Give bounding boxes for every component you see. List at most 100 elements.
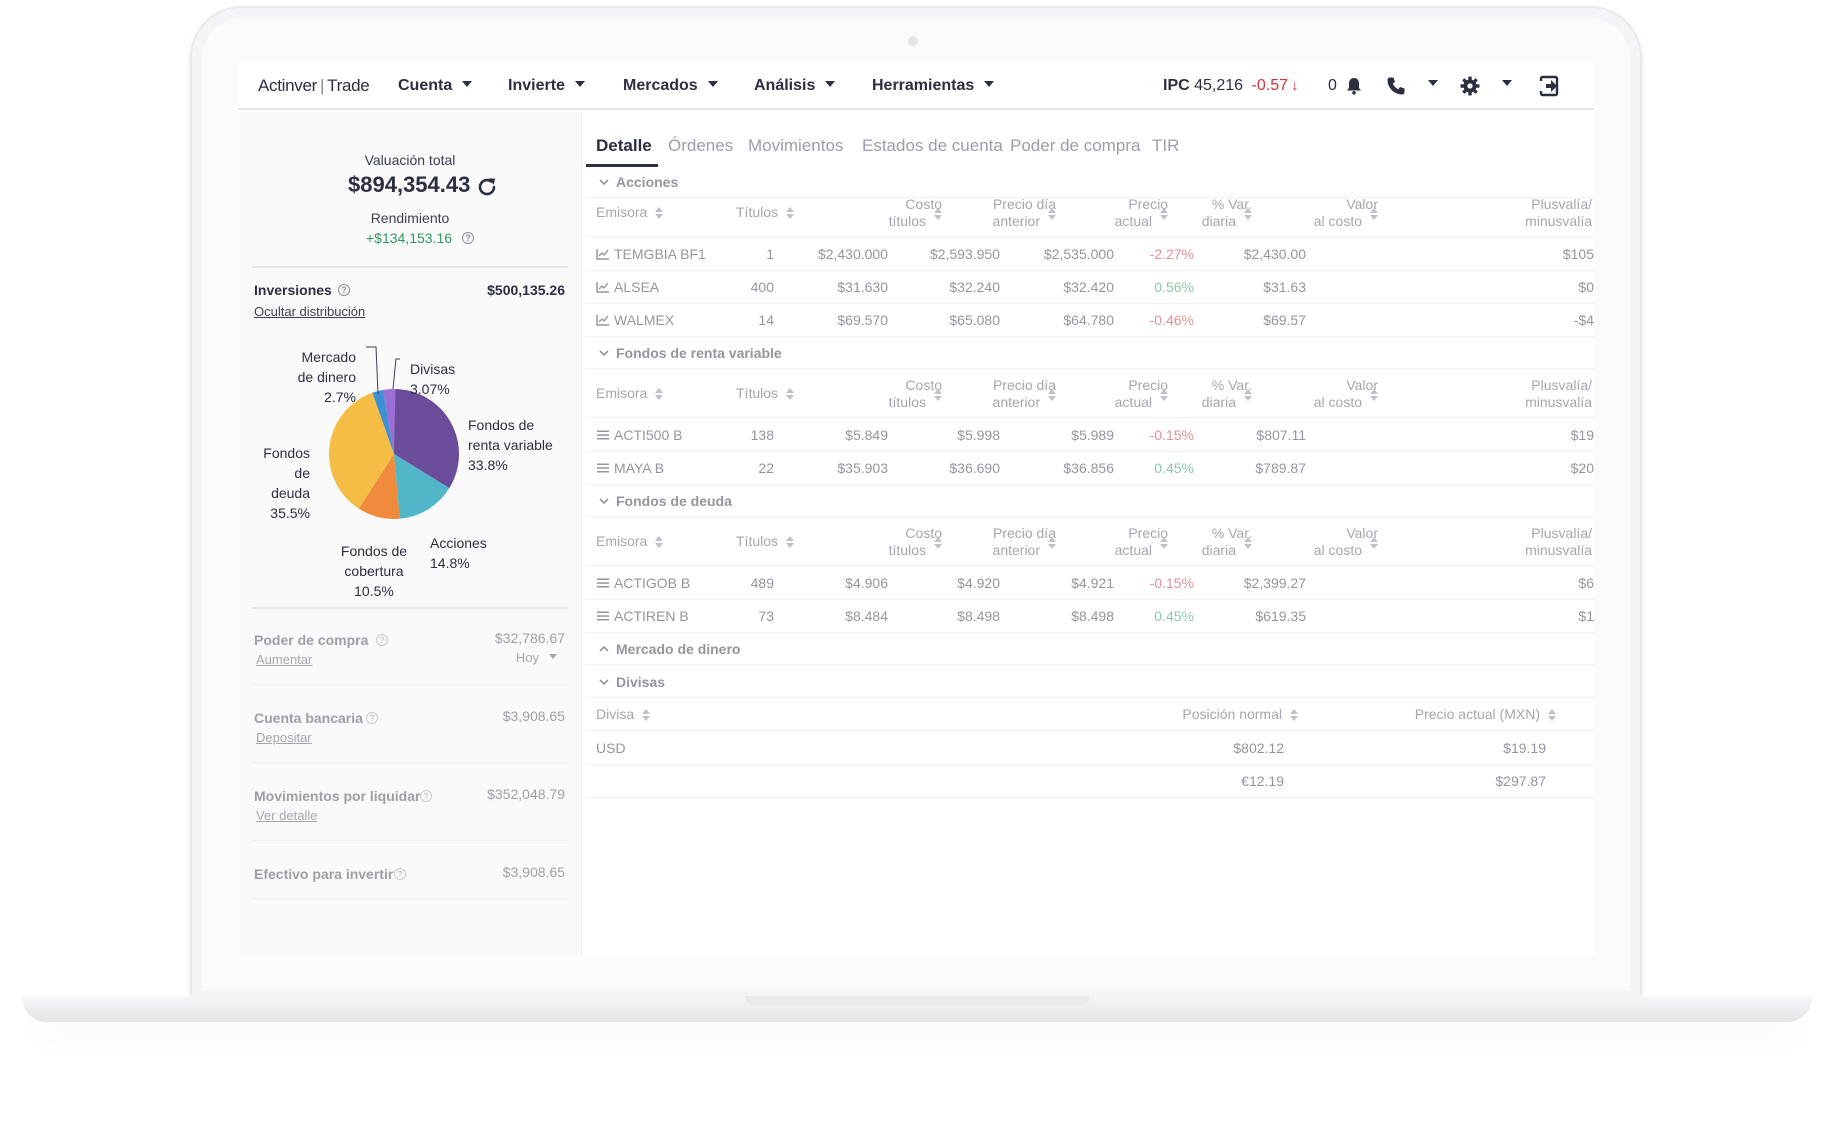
col-precio-actual[interactable]: Precio actual (1114, 377, 1168, 410)
pie-label-divisas: Divisas 3.07% (410, 361, 456, 397)
info-icon[interactable]: ? (394, 868, 406, 880)
table-header: Emisora Títulos Costo títulos Precio día a… (586, 188, 1594, 237)
pie-slice-2[interactable] (358, 454, 400, 520)
info-icon[interactable]: ? (366, 712, 378, 724)
pie-slice-3[interactable] (329, 392, 394, 509)
tab-detalle[interactable]: Detalle (596, 136, 652, 155)
col-costo[interactable]: Costo títulos (888, 377, 942, 410)
nav-mercados[interactable]: Mercados (623, 77, 718, 95)
col-precio-anterior[interactable]: Precio día anterior (992, 525, 1056, 558)
col-posicion[interactable]: Posición normal (978, 706, 1298, 723)
col-precio-anterior[interactable]: Precio día anterior (992, 196, 1056, 229)
tab-estados-de-cuenta[interactable]: Estados de cuenta (862, 136, 1003, 155)
bank-account-label: Cuenta bancaria (254, 710, 363, 726)
brand-logo[interactable]: Actinver | Trade (258, 76, 370, 95)
pie-slice-5[interactable] (383, 389, 396, 454)
list-icon (597, 463, 609, 473)
section-mercado[interactable]: Mercado de dinero (586, 635, 1594, 665)
col-titulos[interactable]: Títulos (736, 533, 795, 550)
pie-slice-4[interactable] (372, 389, 394, 454)
chevron-down-icon (984, 80, 995, 87)
period-select[interactable]: Hoy (516, 650, 557, 665)
chevron-down-icon[interactable] (598, 176, 610, 188)
col-divisa[interactable]: Divisa (596, 706, 651, 723)
section-deuda[interactable]: Fondos de deuda (586, 487, 1594, 517)
cell-plusvalia: $19 (1570, 427, 1594, 443)
gear-icon[interactable] (1460, 76, 1480, 96)
col-valor-costo[interactable]: Valor al costo (1313, 525, 1378, 558)
ipc-ticker[interactable]: IPC 45,216 -0.57 ↓ (1163, 77, 1298, 95)
tab-movimientos[interactable]: Movimientos (748, 136, 844, 155)
cell-costo: $2,430.000 (817, 246, 888, 262)
nav-cuenta[interactable]: Cuenta (398, 77, 473, 95)
cell-plusvalia: $6 (1578, 575, 1594, 591)
col-plusvalia[interactable]: Plusvalía/minusvalía (1525, 525, 1592, 558)
col-precio-mxn[interactable]: Precio actual (MXN) (1236, 706, 1556, 723)
info-icon[interactable]: ? (338, 284, 350, 296)
table-row[interactable]: ACTIGOB B 489 $4.906 $4.920 $4.921 -0.15% $2,3… (586, 567, 1594, 600)
chevron-up-icon[interactable] (598, 643, 610, 655)
chevron-down-icon[interactable] (598, 347, 610, 359)
tab-poder-de-compra[interactable]: Poder de compra (1010, 136, 1141, 155)
table-row[interactable]: WALMEX 14 $69.570 $65.080 $64.780 -0.46% $69.5… (586, 304, 1594, 337)
col-emisora[interactable]: Emisora (596, 385, 664, 402)
section-acciones[interactable]: Acciones (586, 168, 1594, 198)
section-renta-variable[interactable]: Fondos de renta variable (586, 339, 1594, 369)
col-precio-actual[interactable]: Precio actual (1114, 525, 1168, 558)
col-var-diaria[interactable]: % Var. diaria (1201, 525, 1252, 558)
info-icon[interactable]: ? (420, 790, 432, 802)
section-divisas[interactable]: Divisas (586, 668, 1594, 698)
chevron-down-icon[interactable] (1502, 80, 1512, 86)
col-emisora[interactable]: Emisora (596, 204, 664, 221)
view-detail-link[interactable]: Ver detalle (256, 808, 318, 823)
table-row[interactable]: MAYA B 22 $35.903 $36.690 $36.856 0.45% $789.8… (586, 452, 1594, 485)
increase-link[interactable]: Aumentar (256, 652, 313, 667)
info-icon[interactable]: ? (376, 634, 388, 646)
bell-icon[interactable] (1346, 77, 1362, 95)
table-row[interactable]: TEMGBIA BF1 1 $2,430.000 $2,593.950 $2,535.0… (586, 238, 1594, 271)
col-valor-costo[interactable]: Valor al costo (1313, 377, 1378, 410)
cell-var-diaria: -0.15% (1149, 427, 1194, 443)
pie-slice-1[interactable] (394, 454, 450, 519)
logout-icon[interactable] (1538, 75, 1560, 97)
col-emisora[interactable]: Emisora (596, 533, 664, 550)
cell-plusvalia: $20 (1570, 460, 1594, 476)
col-costo[interactable]: Costo títulos (888, 525, 942, 558)
chevron-down-icon[interactable] (598, 495, 610, 507)
col-var-diaria[interactable]: % Var. diaria (1201, 196, 1252, 229)
deposit-link[interactable]: Depositar (256, 730, 312, 745)
tab-ordenes[interactable]: Órdenes (668, 136, 734, 155)
col-plusvalia[interactable]: Plusvalía/minusvalía (1525, 377, 1592, 410)
divider (252, 840, 568, 841)
currency-row[interactable]: USD $802.12 $19.19 (586, 732, 1594, 765)
col-plusvalia[interactable]: Plusvalía/minusvalía (1525, 196, 1592, 229)
cell-titulos: 489 (750, 575, 774, 591)
col-precio-anterior[interactable]: Precio día anterior (992, 377, 1056, 410)
currency-row[interactable]: €12.19 $297.87 (586, 765, 1594, 798)
nav-invierte[interactable]: Invierte (508, 77, 585, 95)
col-titulos[interactable]: Títulos (736, 204, 795, 221)
cell-precio-anterior: $2,593.950 (929, 246, 1000, 262)
col-precio-actual[interactable]: Precio actual (1114, 196, 1168, 229)
nav-herramientas[interactable]: Herramientas (872, 77, 995, 95)
hide-distribution-link[interactable]: Ocultar distribución (254, 304, 366, 319)
pie-slice-0[interactable] (394, 389, 459, 489)
phone-icon[interactable] (1386, 76, 1406, 96)
col-valor-costo[interactable]: Valor al costo (1313, 196, 1378, 229)
chevron-down-icon[interactable] (598, 676, 610, 688)
col-titulos[interactable]: Títulos (736, 385, 795, 402)
nav-analisis[interactable]: Análisis (754, 77, 836, 95)
cell-precio-actual: $2,535.000 (1043, 246, 1114, 262)
table-row[interactable]: ALSEA 400 $31.630 $32.240 $32.420 0.56% $31.63… (586, 271, 1594, 304)
refresh-icon[interactable] (476, 176, 498, 198)
col-var-diaria[interactable]: % Var. diaria (1201, 377, 1252, 410)
info-icon[interactable]: ? (462, 232, 474, 244)
tab-tir[interactable]: TIR (1152, 136, 1180, 155)
brand-name: Actinver (258, 76, 318, 95)
cell-precio-actual: $36.856 (1063, 460, 1114, 476)
chevron-down-icon[interactable] (1428, 80, 1438, 86)
col-costo[interactable]: Costo títulos (888, 196, 942, 229)
table-row[interactable]: ACTI500 B 138 $5.849 $5.998 $5.989 -0.15% $807… (586, 419, 1594, 452)
table-row[interactable]: ACTIREN B 73 $8.484 $8.498 $8.498 0.45% $619.3… (586, 600, 1594, 633)
